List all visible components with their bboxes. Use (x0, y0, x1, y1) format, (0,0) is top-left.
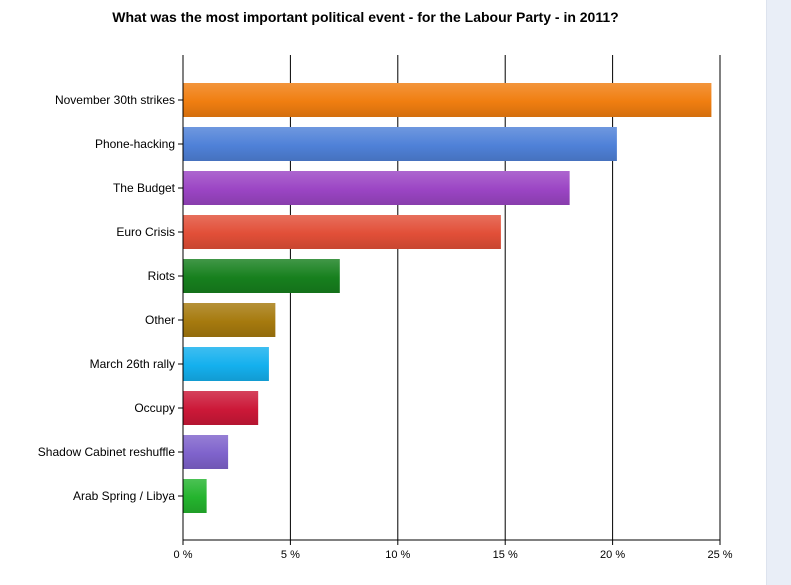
category-label: Occupy (134, 401, 175, 415)
bar-chart: 0 % 5 % 10 % 15 % 20 % 25 % November 30th stri… (38, 55, 733, 561)
labels: 0 % 5 % 10 % 15 % 20 % 25 % November 30th stri… (38, 93, 733, 561)
bar-shadow-cabinet-reshuffle (183, 435, 229, 469)
axes (178, 55, 721, 545)
x-tick-label: 0 % (174, 549, 193, 561)
category-label: The Budget (113, 181, 176, 195)
category-label: Euro Crisis (116, 225, 175, 239)
bar-the-budget (183, 171, 570, 205)
x-tick-label: 5 % (281, 549, 300, 561)
category-label: March 26th rally (90, 357, 175, 371)
bar-euro-crisis (183, 215, 501, 249)
category-label: Riots (148, 269, 175, 283)
category-label: Other (145, 313, 175, 327)
category-label: Phone-hacking (95, 137, 175, 151)
x-tick-label: 20 % (600, 549, 625, 561)
category-label: November 30th strikes (55, 93, 175, 107)
bar-november-30th-strikes (183, 83, 712, 117)
bar-march-26th-rally (183, 347, 269, 381)
bar-other (183, 303, 276, 337)
category-label: Arab Spring / Libya (73, 489, 175, 503)
bar-riots (183, 259, 340, 293)
x-tick-label: 10 % (385, 549, 410, 561)
side-panel (766, 0, 791, 585)
bars (183, 83, 712, 513)
chart-title: What was the most important political ev… (112, 9, 619, 25)
x-tick-label: 25 % (707, 549, 732, 561)
bar-occupy (183, 391, 259, 425)
x-tick-label: 15 % (493, 549, 518, 561)
category-label: Shadow Cabinet reshuffle (38, 445, 176, 459)
bar-phone-hacking (183, 127, 617, 161)
bar-arab-spring-libya (183, 479, 207, 513)
